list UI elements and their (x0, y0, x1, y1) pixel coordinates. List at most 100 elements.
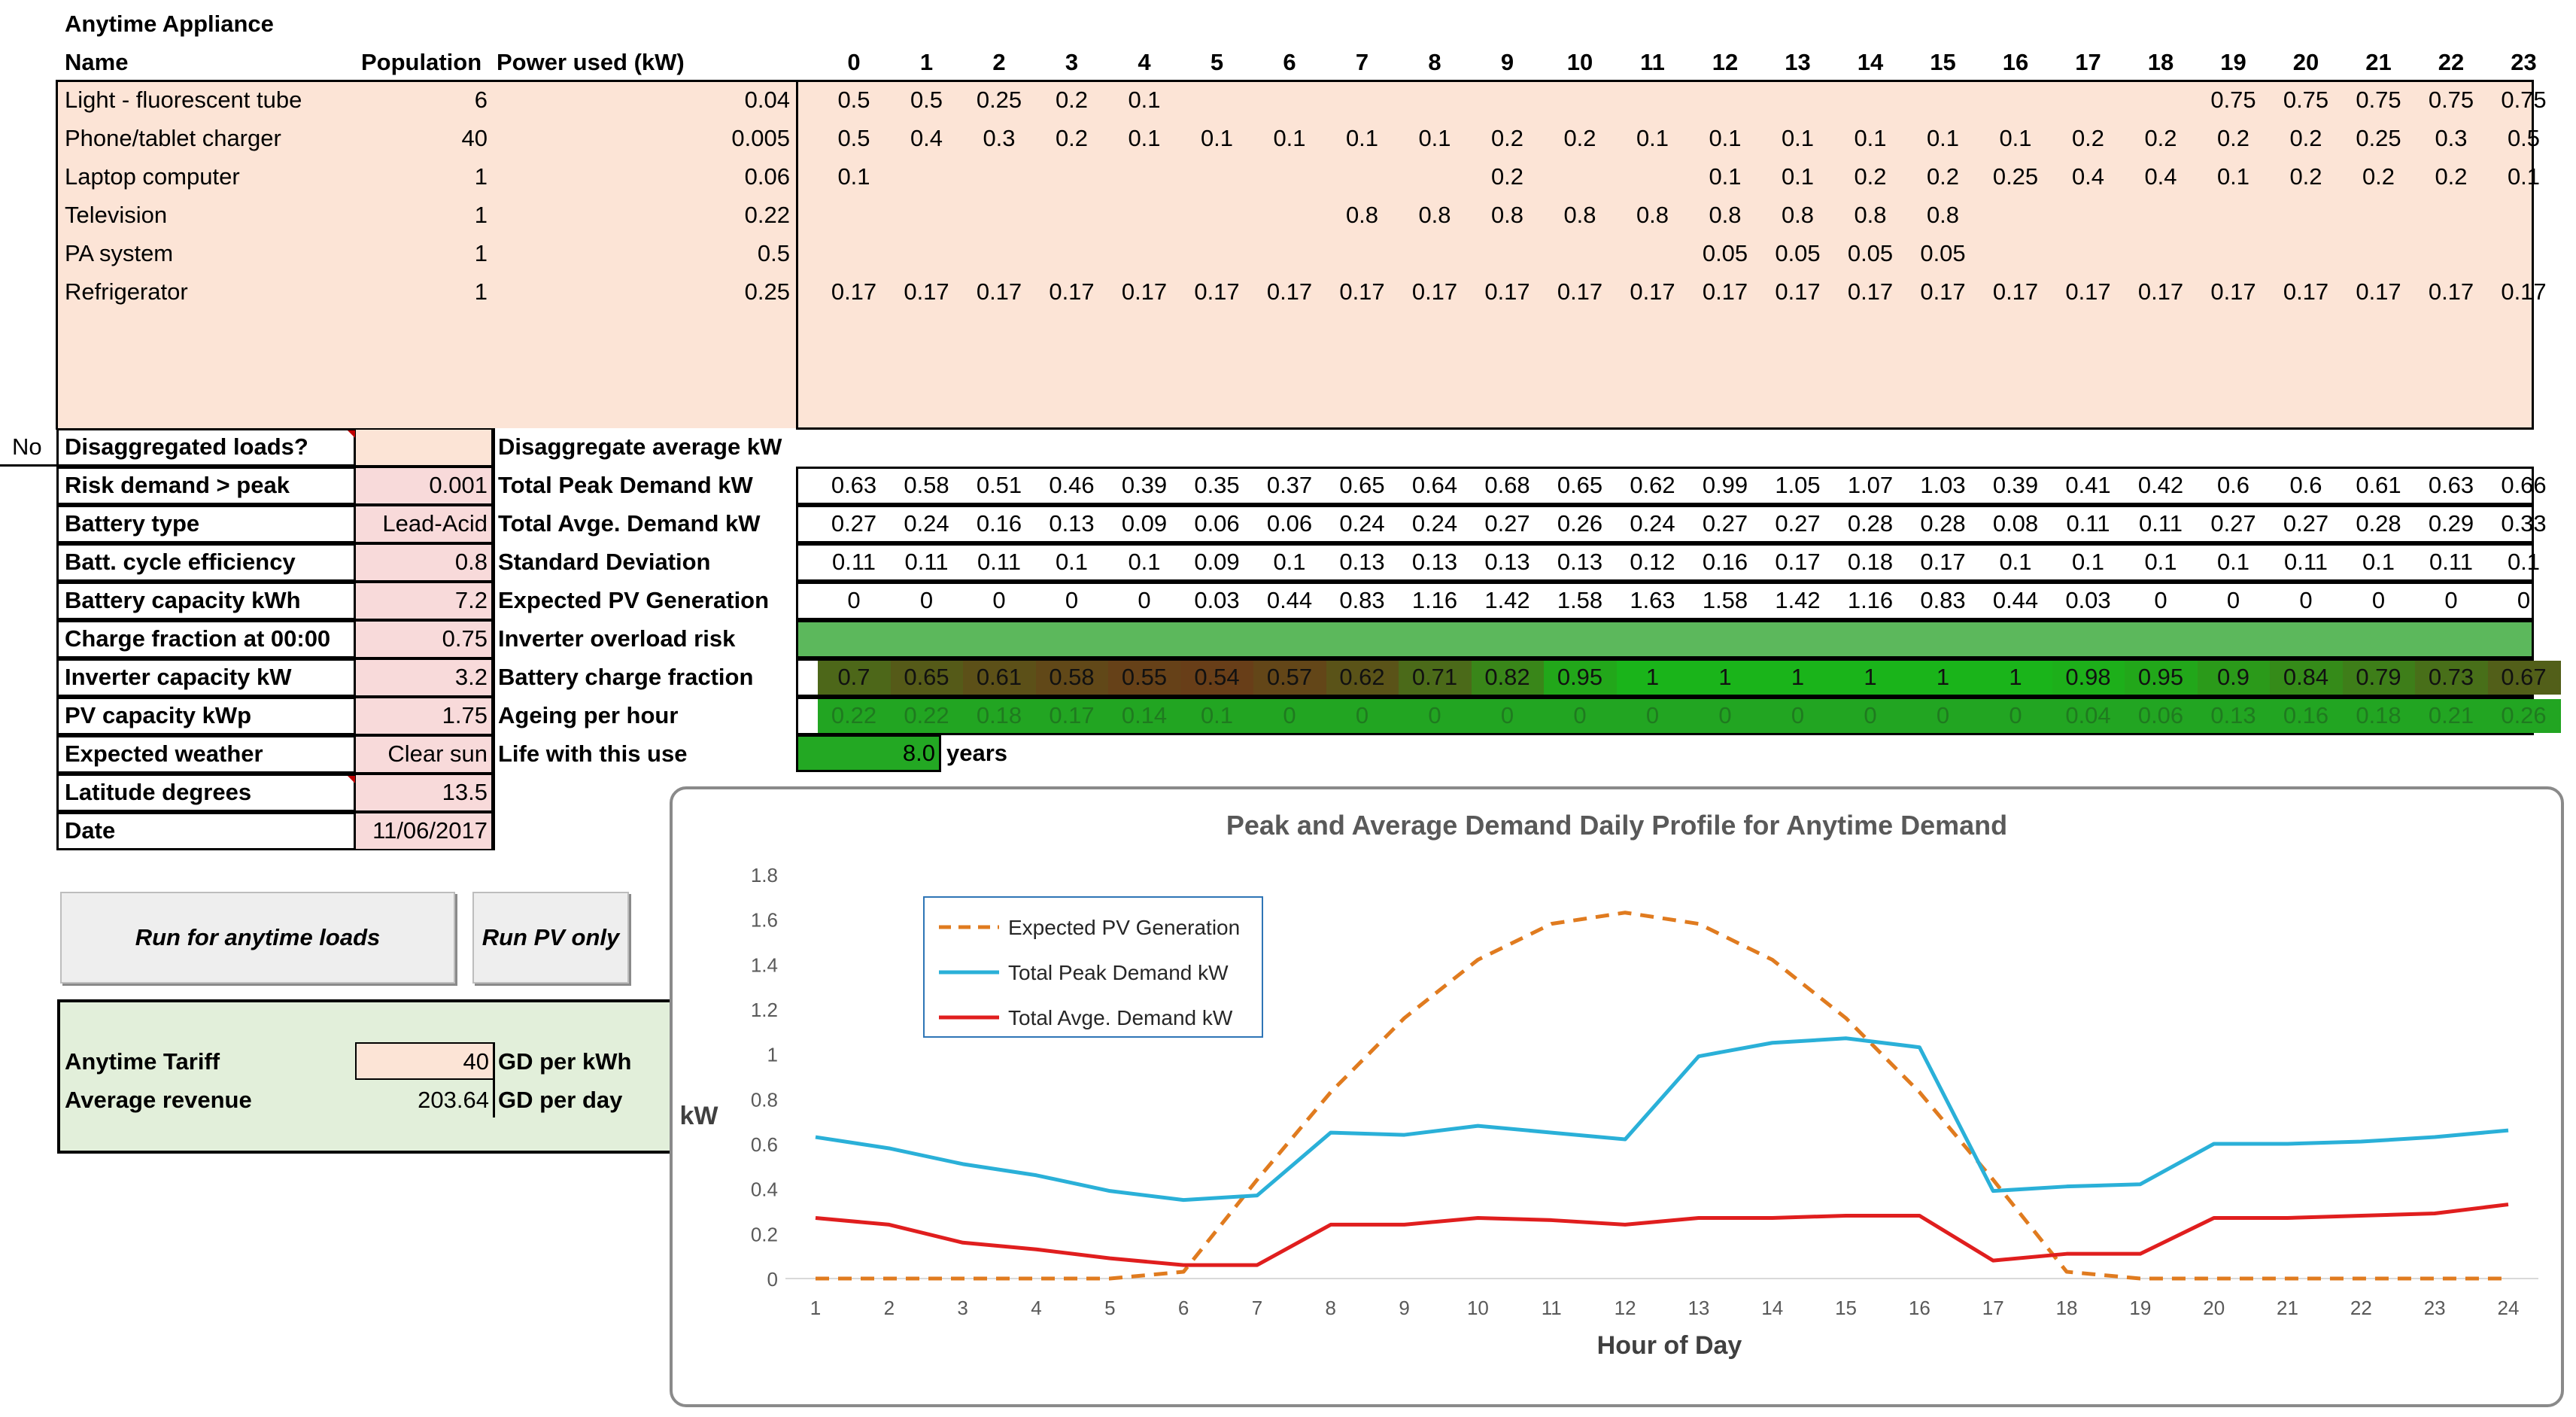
hourly-value[interactable]: 0.8 (1563, 202, 1596, 228)
param-input-cell[interactable] (355, 698, 491, 734)
hourly-value[interactable]: 0.17 (2428, 278, 2474, 305)
hourly-value[interactable]: 0.17 (1194, 278, 1240, 305)
param-input-cell[interactable] (355, 775, 491, 810)
param-input-cell[interactable] (355, 430, 491, 465)
param-input-cell[interactable] (355, 622, 491, 657)
hourly-value[interactable] (1036, 196, 1108, 234)
hourly-value[interactable]: 0.5 (837, 125, 870, 151)
hourly-value[interactable] (1108, 158, 1180, 196)
hourly-value[interactable] (2052, 196, 2125, 234)
hourly-value[interactable] (1181, 81, 1253, 119)
hourly-value[interactable]: 0.05 (1920, 240, 1966, 266)
hourly-value[interactable]: 0.1 (1418, 125, 1451, 151)
hourly-value[interactable] (1762, 81, 1834, 119)
hourly-value[interactable]: 0.2 (1926, 163, 1960, 190)
hourly-value[interactable]: 0.17 (1557, 278, 1603, 305)
hourly-value[interactable]: 0.1 (2216, 163, 2250, 190)
hourly-value[interactable] (2488, 196, 2560, 234)
hourly-value[interactable]: 0.2 (1490, 125, 1524, 151)
hourly-value[interactable] (2415, 235, 2487, 272)
hourly-value[interactable] (1181, 158, 1253, 196)
param-input-cell[interactable] (355, 737, 491, 772)
hourly-value[interactable]: 0.17 (1484, 278, 1530, 305)
param-value[interactable]: 0.75 (442, 625, 488, 652)
hourly-value[interactable] (1253, 158, 1326, 196)
appliance-population[interactable]: 40 (461, 125, 488, 151)
hourly-value[interactable]: 0.25 (2356, 125, 2401, 151)
comment-marker[interactable] (348, 776, 355, 783)
hourly-value[interactable]: 0.25 (1992, 163, 2039, 190)
appliance-power[interactable]: 0.22 (744, 202, 790, 228)
param-value[interactable]: 0.001 (429, 472, 488, 498)
hourly-value[interactable] (1689, 81, 1761, 119)
hourly-value[interactable]: 0.1 (1709, 163, 1742, 190)
hourly-value[interactable] (818, 235, 890, 272)
appliance-population[interactable]: 1 (474, 278, 488, 305)
hourly-value[interactable]: 0.2 (1490, 163, 1524, 190)
hourly-value[interactable]: 0.2 (2362, 163, 2395, 190)
hourly-value[interactable]: 0.1 (1854, 125, 1887, 151)
param-value[interactable]: 3.2 (454, 664, 488, 690)
hourly-value[interactable] (1108, 196, 1180, 234)
hourly-value[interactable]: 0.3 (983, 125, 1016, 151)
hourly-value[interactable]: 0.17 (1630, 278, 1675, 305)
param-input-cell[interactable] (355, 660, 491, 695)
param-input-cell[interactable] (355, 545, 491, 580)
hourly-value[interactable]: 0.17 (2137, 278, 2184, 305)
hourly-value[interactable] (1253, 81, 1326, 119)
param-value[interactable]: 0.8 (454, 549, 488, 575)
hourly-value[interactable] (1181, 196, 1253, 234)
param-value[interactable] (361, 428, 488, 466)
hourly-value[interactable] (891, 196, 963, 234)
hourly-value[interactable]: 0.2 (2071, 125, 2105, 151)
comment-marker[interactable] (348, 430, 355, 438)
param-value[interactable]: Lead-Acid (382, 510, 488, 537)
appliance-name[interactable]: Refrigerator (65, 278, 188, 305)
hourly-value[interactable]: 0.75 (2283, 87, 2329, 113)
hourly-value[interactable] (2198, 196, 2270, 234)
run-anytime-button[interactable]: Run for anytime loads (60, 892, 455, 984)
param-value[interactable]: Clear sun (387, 740, 488, 767)
hourly-value[interactable]: 0.4 (910, 125, 943, 151)
hourly-value[interactable]: 0.17 (1702, 278, 1748, 305)
hourly-value[interactable] (2343, 196, 2415, 234)
hourly-value[interactable] (2488, 235, 2560, 272)
hourly-value[interactable] (2125, 196, 2197, 234)
hourly-value[interactable]: 0.8 (1345, 202, 1379, 228)
hourly-value[interactable] (1326, 235, 1399, 272)
hourly-value[interactable]: 0.17 (1049, 278, 1095, 305)
hourly-value[interactable]: 0.17 (976, 278, 1022, 305)
param-input-cell[interactable] (355, 583, 491, 619)
hourly-value[interactable]: 0.05 (1847, 240, 1894, 266)
hourly-value[interactable]: 0.17 (1339, 278, 1385, 305)
hourly-value[interactable]: 0.2 (2216, 125, 2250, 151)
param-value[interactable]: 13.5 (442, 779, 488, 805)
hourly-value[interactable]: 0.1 (1200, 125, 1234, 151)
hourly-value[interactable]: 0.75 (2356, 87, 2401, 113)
hourly-value[interactable] (1617, 158, 1689, 196)
hourly-value[interactable]: 0.17 (1847, 278, 1894, 305)
appliance-power[interactable]: 0.06 (744, 163, 790, 190)
hourly-value[interactable]: 0.17 (831, 278, 877, 305)
hourly-value[interactable] (1108, 235, 1180, 272)
hourly-value[interactable]: 0.1 (1636, 125, 1669, 151)
appliance-population[interactable]: 6 (474, 87, 488, 113)
appliance-population[interactable]: 1 (474, 163, 488, 190)
chart-frame[interactable]: Peak and Average Demand Daily Profile fo… (670, 786, 2564, 1407)
hourly-value[interactable]: 0.8 (1418, 202, 1451, 228)
hourly-value[interactable]: 0.05 (1702, 240, 1748, 266)
hourly-value[interactable] (2343, 235, 2415, 272)
hourly-value[interactable]: 0.3 (2435, 125, 2468, 151)
param-value[interactable]: 11/06/2017 (372, 817, 488, 844)
hourly-value[interactable]: 0.1 (1926, 125, 1960, 151)
hourly-value[interactable] (1036, 235, 1108, 272)
hourly-value[interactable] (2270, 196, 2342, 234)
hourly-value[interactable] (2052, 235, 2125, 272)
hourly-value[interactable] (963, 196, 1035, 234)
hourly-value[interactable] (1472, 235, 1544, 272)
hourly-value[interactable] (1979, 196, 2052, 234)
appliance-name[interactable]: Television (65, 202, 168, 228)
hourly-value[interactable]: 0.17 (1411, 278, 1458, 305)
hourly-value[interactable]: 0.17 (1775, 278, 1821, 305)
param-input-cell[interactable] (355, 468, 491, 503)
